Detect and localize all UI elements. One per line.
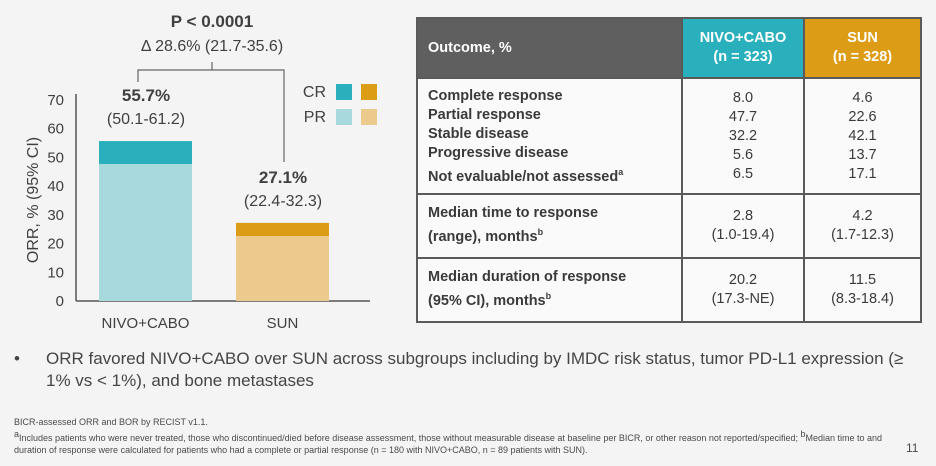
footnote-b-marker: b	[537, 227, 544, 238]
footnote-line2: aIncludes patients who were never treate…	[14, 428, 904, 456]
footnote-b-sup: b	[800, 429, 806, 439]
header-nivo-cabo: NIVO+CABO (n = 323)	[681, 17, 805, 79]
ttr-row: Median time to response (range), monthsb…	[416, 192, 922, 259]
y-axis-title: ORR, % (95% CI)	[25, 137, 42, 263]
sun-dor-median: 11.5	[848, 271, 877, 288]
sun-ttr-median: 4.2	[852, 207, 873, 224]
orr-chart: 0 10 20 30 40 50 60 70 ORR, % (95% CI) NIVO+CABO…	[25, 12, 377, 332]
sun-stable-disease: 42.1	[848, 128, 877, 145]
sun-ttr-range: (1.7-12.3)	[831, 226, 894, 243]
header-outcome: Outcome, %	[416, 17, 683, 79]
nivo-dor-median: 20.2	[728, 271, 758, 288]
sun-complete-response: 4.6	[852, 90, 873, 107]
p-value-label: P < 0.0001	[171, 12, 253, 31]
footnote-a-sup: a	[14, 429, 20, 439]
ttr-label: Median time to response (range), monthsb	[416, 192, 683, 259]
header-sun: SUN (n = 328)	[803, 17, 922, 79]
bullet-marker: •	[14, 349, 20, 368]
y-tick-label: 40	[47, 178, 64, 195]
label-not-evaluable: Not evaluable/not assesseda	[428, 163, 671, 187]
y-axis: 0 10 20 30 40 50 60 70 ORR, % (95% CI)	[25, 92, 370, 310]
nivo-response-values: 8.0 47.7 32.2 5.6 6.5	[681, 77, 805, 195]
label-complete-response: Complete response	[428, 88, 563, 104]
table-header-row: Outcome, % NIVO+CABO (n = 323) SUN (n = …	[416, 17, 922, 79]
nivo-ttr: 2.8 (1.0-19.4)	[681, 192, 805, 259]
sun-not-evaluable: 17.1	[848, 166, 877, 183]
footnote-b-marker: b	[545, 291, 552, 302]
nivo-dor: 20.2 (17.3-NE)	[681, 256, 805, 323]
legend-label-pr: PR	[304, 109, 326, 126]
label-progressive-disease: Progressive disease	[428, 145, 569, 161]
y-tick-label: 50	[47, 149, 64, 166]
legend-swatch-sun-cr	[361, 84, 377, 100]
header-sun-n: (n = 328)	[832, 49, 893, 65]
legend-swatch-nivo-cr	[336, 84, 352, 100]
dor-label: Median duration of response (95% CI), mo…	[416, 256, 683, 323]
nivo-partial-response: 47.7	[728, 109, 758, 126]
delta-label: Δ 28.6% (21.7-35.6)	[141, 38, 283, 55]
y-tick-label: 60	[47, 121, 64, 138]
bullet-text: ORR favored NIVO+CABO over SUN across su…	[46, 349, 904, 390]
comparison-bracket: P < 0.0001 Δ 28.6% (21.7-35.6)	[137, 12, 285, 162]
footnote-b-text: Median time to and duration of response …	[14, 433, 883, 455]
sun-partial-response: 22.6	[848, 109, 877, 126]
y-tick-label: 10	[47, 264, 64, 281]
bar-pr-sun	[236, 236, 329, 301]
nivo-dor-ci: (17.3-NE)	[711, 290, 775, 307]
sun-response-values: 4.6 22.6 42.1 13.7 17.1	[803, 77, 922, 195]
response-rows: Complete response Partial response Stabl…	[416, 77, 922, 195]
bar-cr-nivo-cabo	[99, 141, 192, 165]
bar-cr-sun	[236, 222, 329, 237]
total-orr-label: 27.1%	[259, 168, 307, 187]
x-category-label: SUN	[267, 315, 299, 332]
dor-label-line2: (95% CI), monthsb	[428, 287, 671, 311]
nivo-ttr-median: 2.8	[732, 207, 754, 224]
y-tick-label: 70	[47, 92, 64, 109]
bracket-line	[137, 69, 285, 162]
legend-swatch-sun-pr	[361, 109, 377, 125]
footnote-a-marker: a	[618, 167, 624, 177]
y-tick-label: 30	[47, 207, 64, 224]
footnote-line1: BICR-assessed ORR and BOR by RECIST v1.1…	[14, 417, 208, 427]
page-number: 11	[906, 441, 919, 455]
label-stable-disease: Stable disease	[428, 126, 529, 142]
footnotes: BICR-assessed ORR and BOR by RECIST v1.1…	[14, 416, 904, 456]
sun-dor-ci: (8.3-18.4)	[831, 290, 894, 307]
x-category-label: NIVO+CABO	[102, 315, 190, 332]
bar-pr-nivo-cabo	[99, 164, 192, 301]
nivo-stable-disease: 32.2	[728, 128, 758, 145]
sun-ttr: 4.2 (1.7-12.3)	[803, 192, 922, 259]
ttr-label-line2: (range), monthsb	[428, 223, 671, 247]
ttr-label-line1: Median time to response	[428, 205, 599, 222]
footnote-a-text: Includes patients who were never treated…	[19, 433, 801, 443]
bar-labels: 55.7% (50.1-61.2) 27.1% (22.4-32.3)	[107, 86, 322, 210]
header-nivo-name: NIVO+CABO	[699, 30, 787, 46]
legend: CR PR	[303, 84, 377, 126]
y-tick-label: 0	[56, 293, 64, 310]
legend-swatch-nivo-pr	[336, 109, 352, 125]
sun-progressive-disease: 13.7	[848, 147, 877, 164]
nivo-progressive-disease: 5.6	[732, 147, 754, 164]
response-labels: Complete response Partial response Stabl…	[416, 77, 683, 195]
sun-dor: 11.5 (8.3-18.4)	[803, 256, 922, 323]
bars: NIVO+CABO SUN	[99, 141, 329, 332]
total-orr-label: 55.7%	[122, 86, 170, 105]
nivo-ttr-range: (1.0-19.4)	[711, 226, 775, 243]
dor-label-line2-text: (95% CI), months	[428, 293, 546, 310]
header-nivo-n: (n = 323)	[713, 49, 773, 65]
header-sun-name: SUN	[847, 30, 878, 46]
total-orr-ci-label: (22.4-32.3)	[244, 193, 322, 210]
nivo-complete-response: 8.0	[732, 90, 754, 107]
nivo-not-evaluable: 6.5	[732, 166, 754, 183]
outcome-table: Outcome, % NIVO+CABO (n = 323) SUN (n = …	[416, 17, 922, 323]
dor-row: Median duration of response (95% CI), mo…	[416, 256, 922, 323]
label-partial-response: Partial response	[428, 107, 541, 123]
y-tick-label: 20	[47, 236, 64, 253]
ttr-label-line2-text: (range), months	[428, 229, 538, 246]
label-not-evaluable-text: Not evaluable/not assessed	[428, 168, 619, 185]
legend-label-cr: CR	[303, 84, 326, 101]
total-orr-ci-label: (50.1-61.2)	[107, 111, 185, 128]
dor-label-line1: Median duration of response	[428, 269, 627, 286]
